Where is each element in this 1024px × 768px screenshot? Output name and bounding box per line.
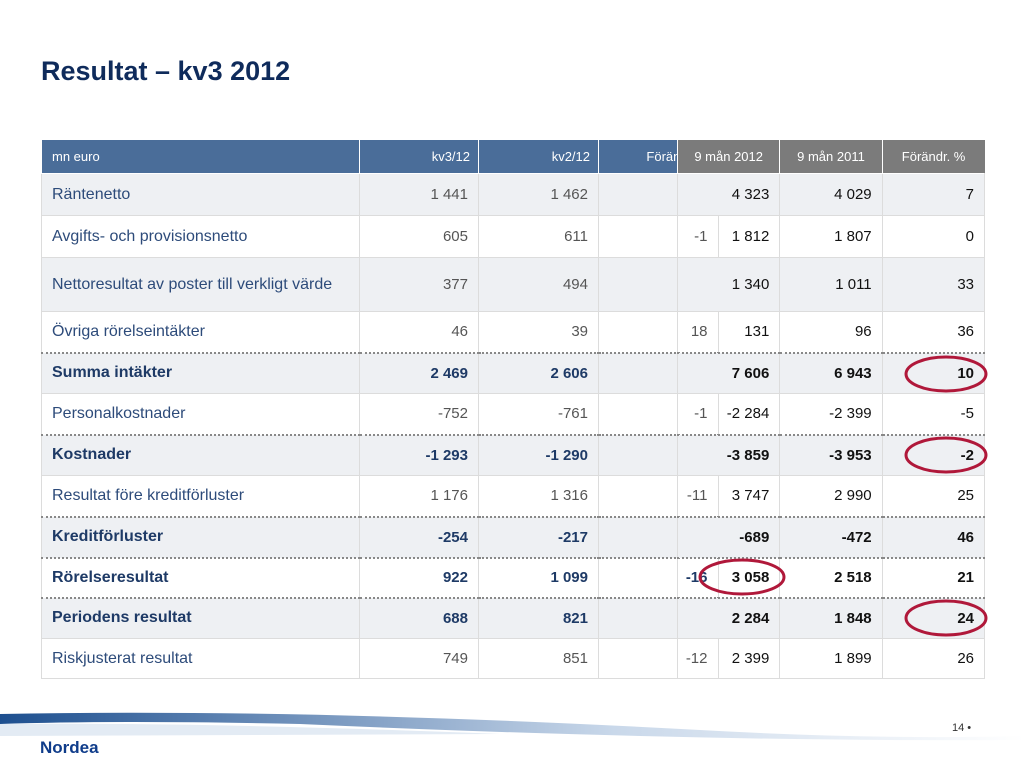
cell: -254 [359,515,479,558]
cell: Kostnader [41,433,360,476]
cell: 6 943 [779,351,883,394]
cell: 749 [359,638,479,679]
row: 131 96 36 [676,311,986,353]
cell: 1 011 [779,257,883,312]
cell: Avgifts- och provisionsnetto [41,215,360,258]
cell: Personalkostnader [41,393,360,435]
cell: 131 [676,311,781,353]
ring [904,599,988,637]
cell: Riskjusterat resultat [41,638,360,679]
page-number: 14 • [952,722,972,734]
cell: 1 848 [779,596,883,639]
cell: -689 [676,515,781,558]
cell: -2 284 [676,393,781,435]
logo: Nordea [40,738,99,757]
cell: -3 859 [676,433,781,476]
row: Avgifts- och provisionsnetto 605 611 -1 [41,215,719,258]
cell: Summa intäkter [41,351,360,394]
cell: -1 290 [478,433,599,476]
cell: 96 [779,311,883,353]
cell: 4 323 [676,173,781,216]
cell: 25 [881,475,986,517]
cell: 851 [478,638,599,679]
cell: 3 747 [676,475,781,517]
ring [698,558,786,596]
cell: 39 [478,311,599,353]
header-cell: mn euro [41,140,360,174]
cell: 7 [881,173,986,216]
cell: -2 399 [779,393,883,435]
cell: 1 807 [779,215,883,258]
cell: 10 [881,351,986,394]
cell: -217 [478,515,599,558]
cell: 21 [881,556,986,598]
cell: 1 462 [478,173,599,216]
header-cell: 9 mån 2012 [676,140,780,174]
cell: 2 990 [779,475,883,517]
header-cell: kv3/12 [359,140,479,174]
cell: 33 [881,257,986,312]
row: 3 058 2 518 21 [676,556,986,598]
cell: 2 606 [478,351,599,394]
row: 3 747 2 990 25 [676,475,986,517]
cell: Nettoresultat av poster till verkligt vä… [41,257,360,312]
ring [904,355,988,393]
row: -2 284 -2 399 -5 [676,393,986,435]
right-table: 9 mån 2012 9 mån 2011 Förändr. % 4 323 4 029… [676,140,986,679]
cell: 821 [478,596,599,639]
cell: 1 441 [359,173,479,216]
header-cell: Förändr. % [881,140,985,174]
cell: 605 [359,215,479,258]
title: Resultat – kv3 2012 [41,56,291,86]
cell: -1 293 [359,433,479,476]
row: 2 284 1 848 24 [676,596,986,639]
row: 7 606 6 943 10 [676,351,986,394]
highlight-rings [698,355,988,637]
footer-wave [0,712,1024,741]
cell: -472 [779,515,883,558]
row: 1 340 1 011 33 [676,257,986,312]
cell: 2 399 [676,638,781,679]
cell: -761 [478,393,599,435]
cell: 2 518 [779,556,883,598]
cell: -5 [881,393,986,435]
cell: 46 [881,515,986,558]
row: 1 812 1 807 0 [676,215,986,258]
cell: 377 [359,257,479,312]
cell: 1 316 [478,475,599,517]
cell: 0 [881,215,986,258]
row: 2 399 1 899 26 [676,638,986,679]
cell: 7 606 [676,351,781,394]
cell: 688 [359,596,479,639]
header-cell: kv2/12 [478,140,599,174]
header-cell: 9 mån 2011 [779,140,883,174]
cell: 1 899 [779,638,883,679]
cell: -3 953 [779,433,883,476]
row: -689 -472 46 [676,515,986,558]
cell: 1 340 [676,257,781,312]
cell: 2 284 [676,596,781,639]
cell: 494 [478,257,599,312]
cell: 26 [881,638,986,679]
ring [904,436,988,474]
cell: 2 469 [359,351,479,394]
